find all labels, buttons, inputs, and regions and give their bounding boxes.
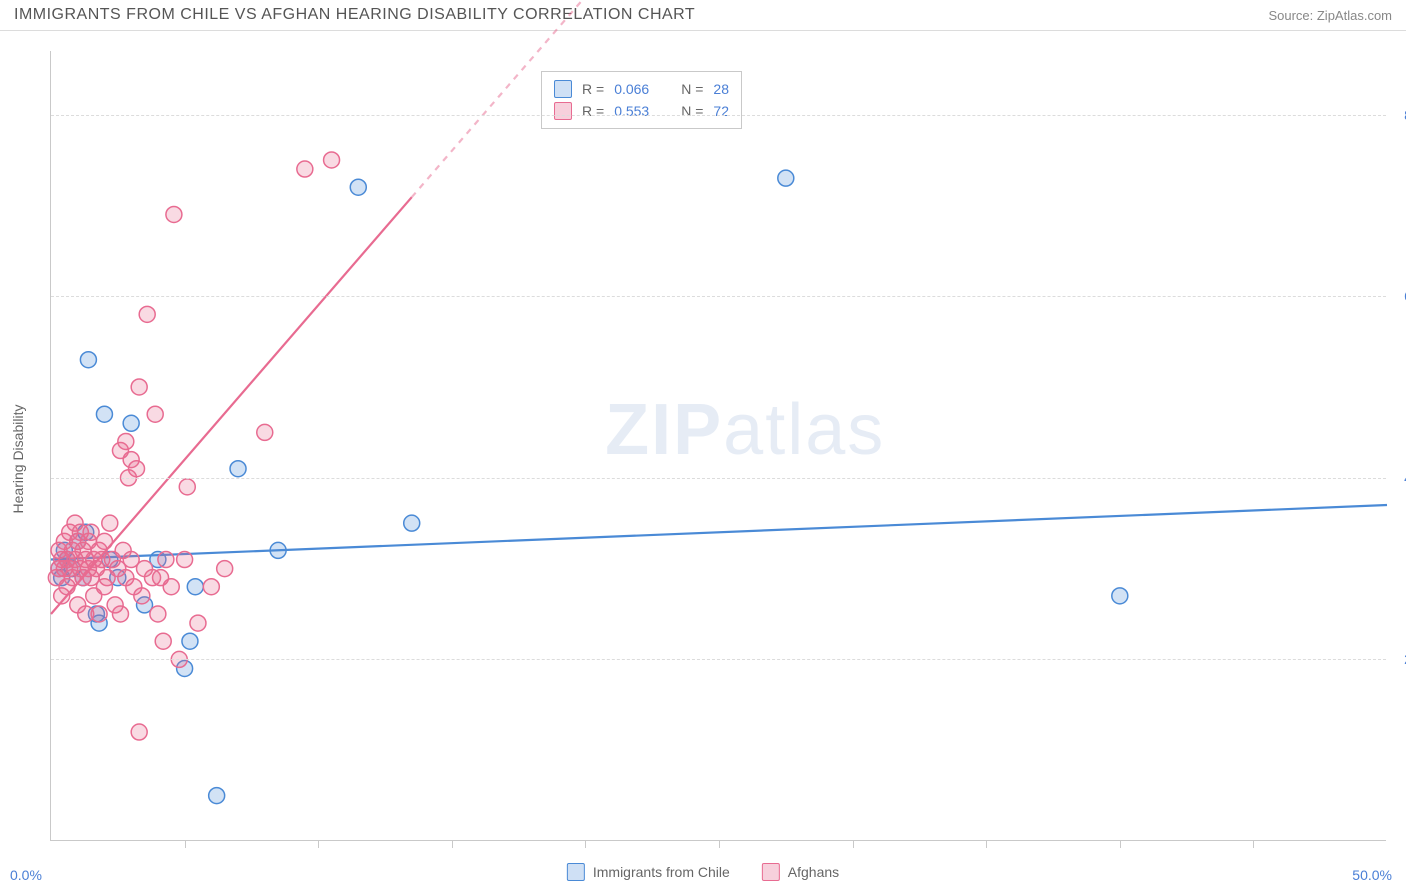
scatter-point: [209, 788, 225, 804]
grid-line: [51, 659, 1386, 660]
scatter-point: [118, 433, 134, 449]
legend-n-label: N =: [681, 81, 703, 97]
x-tick: [1120, 840, 1121, 848]
x-tick: [185, 840, 186, 848]
legend-r-value: 0.553: [614, 103, 649, 119]
correlation-legend-box: R = 0.066 N = 28 R = 0.553 N = 72: [541, 71, 742, 129]
legend-n-value: 72: [713, 103, 729, 119]
scatter-point: [350, 179, 366, 195]
scatter-point: [297, 161, 313, 177]
scatter-point: [155, 633, 171, 649]
scatter-point: [163, 579, 179, 595]
x-tick: [1253, 840, 1254, 848]
scatter-point: [257, 424, 273, 440]
scatter-point: [80, 352, 96, 368]
scatter-point: [1112, 588, 1128, 604]
grid-line: [51, 478, 1386, 479]
legend-r-value: 0.066: [614, 81, 649, 97]
scatter-point: [158, 552, 174, 568]
scatter-point: [778, 170, 794, 186]
x-tick: [452, 840, 453, 848]
scatter-point: [131, 724, 147, 740]
legend-r-label: R =: [582, 103, 604, 119]
source-attribution: Source: ZipAtlas.com: [1268, 8, 1392, 23]
scatter-point: [123, 415, 139, 431]
y-tick-label: 2.0%: [1392, 651, 1406, 667]
header: IMMIGRANTS FROM CHILE VS AFGHAN HEARING …: [0, 0, 1406, 31]
scatter-point: [166, 206, 182, 222]
scatter-point: [203, 579, 219, 595]
x-tick: [585, 840, 586, 848]
scatter-point: [217, 561, 233, 577]
scatter-point: [324, 152, 340, 168]
chart-title: IMMIGRANTS FROM CHILE VS AFGHAN HEARING …: [14, 6, 695, 24]
scatter-point: [96, 406, 112, 422]
y-tick-label: 8.0%: [1392, 107, 1406, 123]
scatter-point: [131, 379, 147, 395]
legend-label: Afghans: [788, 864, 839, 880]
legend-n-label: N =: [681, 103, 703, 119]
scatter-point: [230, 461, 246, 477]
legend-swatch: [762, 863, 780, 881]
scatter-point: [129, 461, 145, 477]
x-tick: [318, 840, 319, 848]
y-axis-label: Hearing Disability: [10, 405, 26, 514]
scatter-point: [102, 515, 118, 531]
legend-swatch: [567, 863, 585, 881]
legend-box-row: R = 0.553 N = 72: [554, 100, 729, 122]
scatter-point: [187, 579, 203, 595]
x-tick: [719, 840, 720, 848]
legend-n-value: 28: [713, 81, 729, 97]
chart-container: Hearing Disability ZIPatlas R =0.066N =2…: [0, 31, 1406, 887]
legend-swatch: [554, 102, 572, 120]
x-tick: [853, 840, 854, 848]
legend-box-row: R = 0.066 N = 28: [554, 78, 729, 100]
scatter-point: [91, 606, 107, 622]
scatter-point: [404, 515, 420, 531]
grid-line: [51, 115, 1386, 116]
scatter-point: [134, 588, 150, 604]
legend-item: Immigrants from Chile: [567, 863, 730, 881]
scatter-point: [190, 615, 206, 631]
legend-item: Afghans: [762, 863, 839, 881]
grid-line: [51, 296, 1386, 297]
plot-svg: [51, 51, 1386, 840]
scatter-point: [139, 306, 155, 322]
legend-r-label: R =: [582, 81, 604, 97]
scatter-point: [177, 552, 193, 568]
scatter-point: [182, 633, 198, 649]
legend-label: Immigrants from Chile: [593, 864, 730, 880]
scatter-point: [112, 606, 128, 622]
x-axis-min-label: 0.0%: [10, 867, 42, 883]
x-tick: [986, 840, 987, 848]
legend-swatch: [554, 80, 572, 98]
y-tick-label: 6.0%: [1392, 288, 1406, 304]
y-tick-label: 4.0%: [1392, 470, 1406, 486]
legend-bottom: Immigrants from Chile Afghans: [567, 863, 839, 881]
scatter-point: [150, 606, 166, 622]
scatter-point: [147, 406, 163, 422]
x-axis-max-label: 50.0%: [1352, 867, 1392, 883]
plot-area: ZIPatlas R =0.066N =28R =0.553N =72 2.0%…: [50, 51, 1386, 841]
trend-line: [51, 505, 1387, 559]
scatter-point: [179, 479, 195, 495]
